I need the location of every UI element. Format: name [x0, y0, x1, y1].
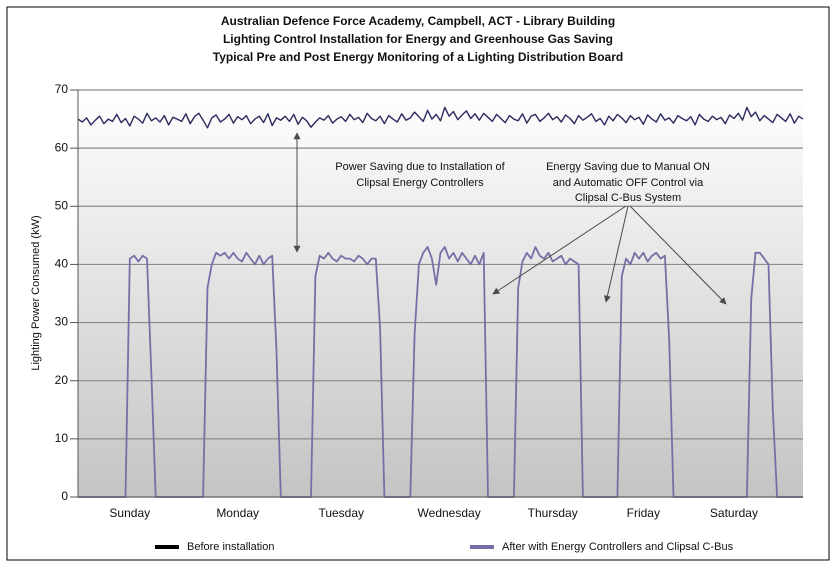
x-tick-label: Monday	[216, 506, 259, 520]
annotation: Energy Saving due to Manual ON	[546, 161, 710, 173]
y-tick-label: 10	[55, 431, 69, 445]
annotation: Power Saving due to Installation of	[335, 161, 505, 173]
chart-title: Lighting Control Installation for Energy…	[223, 32, 613, 46]
y-tick-label: 30	[55, 315, 69, 329]
arrow	[603, 205, 629, 303]
legend-label: After with Energy Controllers and Clipsa…	[502, 541, 734, 553]
y-axis-label: Lighting Power Consumed (kW)	[30, 215, 42, 370]
x-tick-label: Saturday	[710, 506, 758, 520]
y-tick-label: 40	[55, 257, 69, 271]
y-tick-label: 0	[61, 489, 68, 503]
legend-label: Before installation	[187, 541, 274, 553]
annotation: Clipsal C-Bus System	[575, 192, 681, 204]
y-tick-label: 70	[55, 82, 69, 96]
annotation: Clipsal Energy Controllers	[356, 177, 484, 189]
arrow	[492, 205, 627, 295]
x-tick-label: Thursday	[528, 506, 578, 520]
series-line	[77, 106, 804, 129]
x-tick-label: Friday	[627, 506, 660, 520]
x-tick-label: Wednesday	[418, 506, 481, 520]
annotation: and Automatic OFF Control via	[553, 177, 704, 189]
y-tick-label: 60	[55, 140, 69, 154]
plot-area	[78, 90, 803, 497]
chart-title: Australian Defence Force Academy, Campbe…	[221, 14, 615, 28]
chart-title: Typical Pre and Post Energy Monitoring o…	[213, 50, 623, 64]
arrow	[629, 205, 727, 305]
y-tick-label: 20	[55, 373, 69, 387]
y-tick-label: 50	[55, 198, 69, 212]
x-tick-label: Tuesday	[318, 506, 364, 520]
x-tick-label: Sunday	[109, 506, 150, 520]
